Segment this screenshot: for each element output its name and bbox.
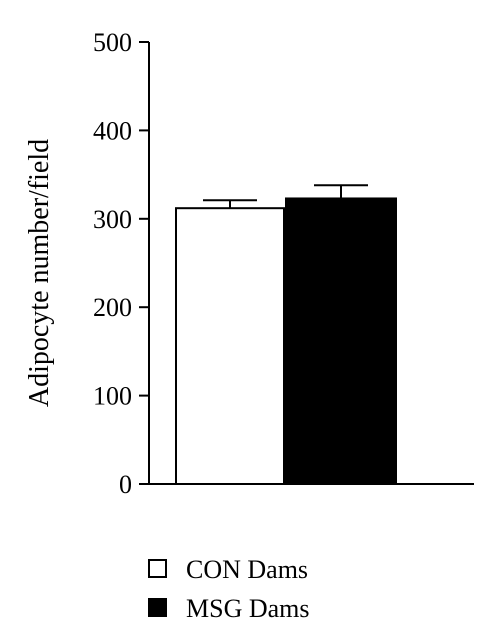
legend-label-msg-dams: MSG Dams (186, 594, 310, 623)
bar-con-dams (175, 207, 285, 486)
y-axis-title: Adipocyte number/field (24, 139, 55, 407)
y-tick-label-300: 300 (93, 205, 132, 234)
y-tick-label-0: 0 (119, 470, 132, 499)
bars-group (175, 184, 397, 486)
bar-msg-dams (285, 197, 397, 486)
legend-swatch-con-dams (148, 559, 167, 578)
legend: CON Dams MSG Dams (148, 555, 310, 623)
y-tick-label-400: 400 (93, 116, 132, 145)
y-tick-label-500: 500 (93, 28, 132, 57)
legend-label-con-dams: CON Dams (186, 555, 308, 584)
y-tick-label-100: 100 (93, 382, 132, 411)
axes-group: 0 100 200 300 400 500 (93, 28, 474, 499)
legend-swatch-msg-dams (148, 598, 167, 617)
y-tick-label-200: 200 (93, 293, 132, 322)
